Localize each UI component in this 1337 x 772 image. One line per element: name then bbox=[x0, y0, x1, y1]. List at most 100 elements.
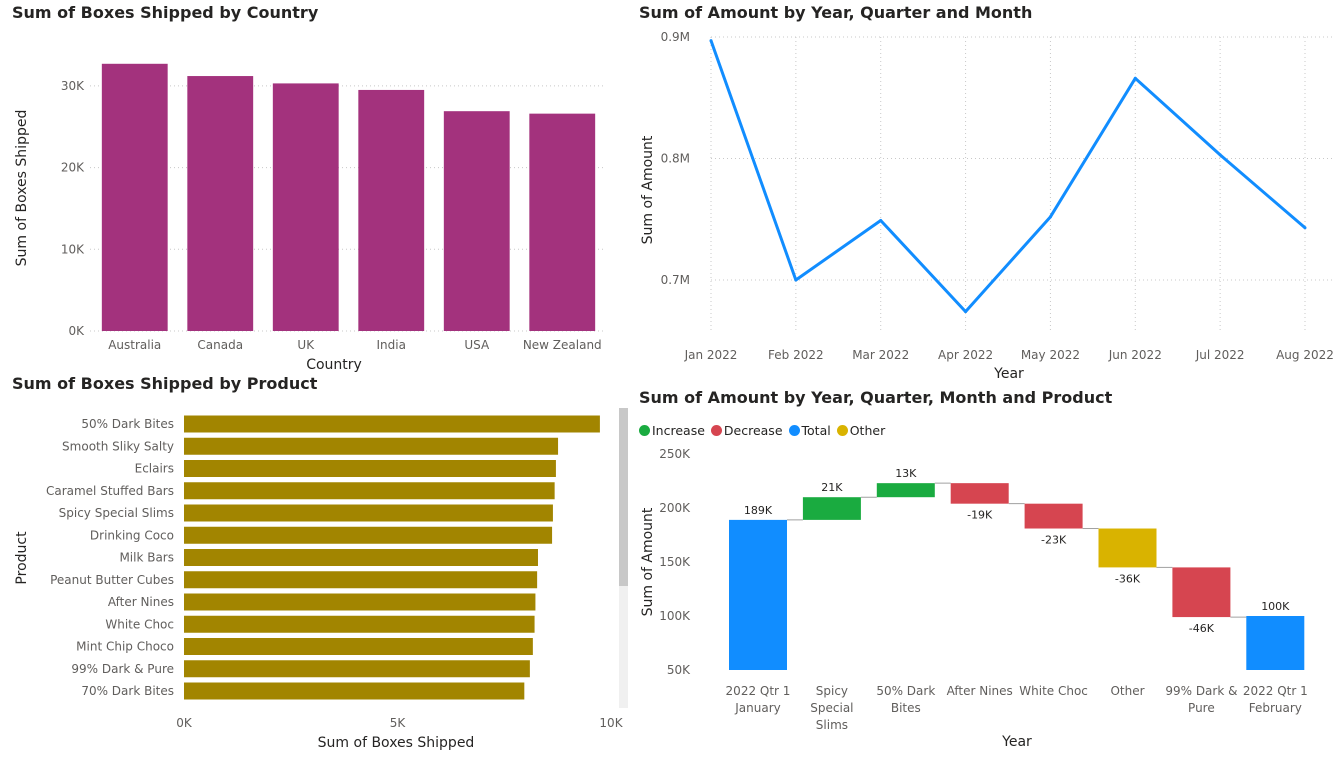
decrease-swatch-icon bbox=[710, 425, 722, 436]
bar bbox=[184, 593, 536, 611]
y-tick-label: After Nines bbox=[108, 595, 174, 609]
y-tick-label: Mint Chip Choco bbox=[76, 640, 174, 654]
y-tick-label: 150K bbox=[659, 555, 691, 569]
legend-label-decrease: Decrease bbox=[723, 423, 783, 438]
product-chart-scroll-thumb[interactable] bbox=[619, 408, 628, 586]
country-chart-title: Sum of Boxes Shipped by Country bbox=[12, 3, 319, 22]
waterfall-chart-panel: Sum of Amount by Year, Quarter, Month an… bbox=[628, 385, 1337, 772]
bar bbox=[358, 89, 425, 331]
waterfall-bar bbox=[802, 497, 861, 520]
x-tick-label: Bites bbox=[891, 701, 921, 715]
y-tick-label: Drinking Coco bbox=[90, 528, 174, 542]
legend-label-increase: Increase bbox=[652, 423, 705, 438]
x-tick-label: 99% Dark & bbox=[1165, 684, 1237, 698]
x-tick-label: Aug 2022 bbox=[1276, 348, 1334, 362]
x-tick-label: Australia bbox=[108, 338, 161, 352]
bar bbox=[184, 460, 556, 477]
amount-line-chart-panel: Sum of Amount by Year, Quarter and Month… bbox=[628, 0, 1337, 385]
data-point bbox=[964, 310, 968, 314]
country-chart-panel: Sum of Boxes Shipped by Country 0K 10K 20K… bbox=[0, 0, 620, 380]
data-point bbox=[1218, 153, 1222, 157]
total-swatch-icon bbox=[788, 425, 800, 436]
bar bbox=[184, 437, 559, 455]
y-tick-label: 99% Dark & Pure bbox=[71, 662, 174, 676]
x-tick-label: UK bbox=[297, 338, 315, 352]
x-tick-label: Feb 2022 bbox=[768, 348, 824, 362]
x-tick-label: 10K bbox=[599, 716, 623, 730]
x-axis-title: Sum of Boxes Shipped bbox=[318, 735, 475, 751]
x-tick-label: Jan 2022 bbox=[684, 348, 738, 362]
waterfall-chart-title: Sum of Amount by Year, Quarter, Month an… bbox=[639, 388, 1113, 407]
x-tick-label: February bbox=[1249, 701, 1302, 715]
country-chart[interactable]: 0K 10K 20K 30K Australia Canada UK India USA New … bbox=[0, 0, 620, 380]
data-point bbox=[1133, 76, 1137, 80]
y-tick-label: Eclairs bbox=[135, 462, 174, 476]
x-tick-label: Canada bbox=[197, 338, 243, 352]
bar bbox=[184, 615, 535, 633]
waterfall-bar bbox=[1172, 567, 1231, 618]
x-tick-label: After Nines bbox=[947, 684, 1013, 698]
waterfall-bar bbox=[1098, 528, 1157, 568]
y-tick-label: 100K bbox=[659, 609, 691, 623]
y-tick-label: 50% Dark Bites bbox=[81, 417, 174, 431]
y-tick-label: Caramel Stuffed Bars bbox=[46, 484, 174, 498]
x-tick-label: 2022 Qtr 1 bbox=[1243, 684, 1308, 698]
data-point bbox=[794, 278, 798, 282]
bar bbox=[184, 549, 538, 566]
legend-item-total[interactable]: Total bbox=[788, 423, 831, 438]
amount-line-chart-title: Sum of Amount by Year, Quarter and Month bbox=[639, 3, 1033, 22]
y-tick-label: 200K bbox=[659, 501, 691, 515]
waterfall-bar bbox=[1024, 503, 1083, 529]
bar bbox=[101, 63, 168, 332]
bar bbox=[184, 504, 553, 522]
waterfall-bar bbox=[729, 519, 787, 670]
data-label: 189K bbox=[744, 504, 773, 517]
amount-series-line bbox=[709, 40, 1306, 314]
y-tick-label: 0K bbox=[68, 324, 85, 338]
x-tick-label: 0K bbox=[176, 716, 193, 730]
amount-line-chart[interactable]: 0.7M 0.8M 0.9M Jan 2022 Feb 2022 Mar 2022 Apr … bbox=[628, 0, 1337, 385]
x-tick-label: Jul 2022 bbox=[1195, 348, 1245, 362]
bar bbox=[187, 76, 254, 332]
x-tick-label: Special bbox=[810, 701, 853, 715]
legend-label-total: Total bbox=[801, 423, 831, 438]
data-point bbox=[709, 39, 713, 43]
x-tick-label: USA bbox=[464, 338, 490, 352]
x-tick-label: 2022 Qtr 1 bbox=[726, 684, 791, 698]
bar bbox=[184, 526, 553, 544]
x-tick-label: White Choc bbox=[1019, 684, 1088, 698]
data-point bbox=[1303, 226, 1307, 230]
product-chart-scrollbar[interactable] bbox=[619, 408, 628, 708]
y-tick-label: 20K bbox=[61, 161, 85, 175]
bar bbox=[272, 83, 339, 331]
waterfall-legend: Increase Decrease Total Other bbox=[639, 423, 885, 438]
x-tick-label: January bbox=[734, 701, 781, 715]
legend-item-decrease[interactable]: Decrease bbox=[710, 423, 783, 438]
x-tick-label: 5K bbox=[390, 716, 407, 730]
bar bbox=[443, 111, 510, 331]
bar bbox=[184, 660, 530, 678]
waterfall-bar bbox=[876, 483, 935, 498]
data-label: -36K bbox=[1115, 572, 1141, 585]
y-tick-label: Peanut Butter Cubes bbox=[50, 573, 174, 587]
bar bbox=[184, 415, 600, 433]
y-tick-label: 10K bbox=[61, 242, 85, 256]
legend-item-increase[interactable]: Increase bbox=[639, 423, 705, 438]
x-axis-title: Year bbox=[1001, 734, 1032, 750]
y-tick-label: 70% Dark Bites bbox=[81, 684, 174, 698]
y-tick-label: 50K bbox=[667, 663, 691, 677]
waterfall-chart[interactable]: 50K 100K 150K 200K 250K 189K 2022 Qtr 1 January… bbox=[628, 385, 1337, 772]
data-label: 21K bbox=[821, 481, 843, 494]
product-chart[interactable]: 50% Dark Bites Smooth Sliky Salty Eclairs C… bbox=[0, 370, 632, 772]
waterfall-bar bbox=[1246, 616, 1305, 670]
x-axis-title: Country bbox=[306, 357, 362, 373]
x-axis-title: Year bbox=[993, 366, 1024, 382]
legend-item-other[interactable]: Other bbox=[836, 423, 886, 438]
bar bbox=[184, 571, 538, 589]
y-tick-label: 0.7M bbox=[661, 273, 690, 287]
legend-label-other: Other bbox=[849, 423, 886, 438]
x-tick-label: Apr 2022 bbox=[938, 348, 993, 362]
data-label: -46K bbox=[1189, 622, 1215, 635]
x-tick-label: May 2022 bbox=[1021, 348, 1080, 362]
x-tick-label: Spicy bbox=[816, 684, 848, 698]
